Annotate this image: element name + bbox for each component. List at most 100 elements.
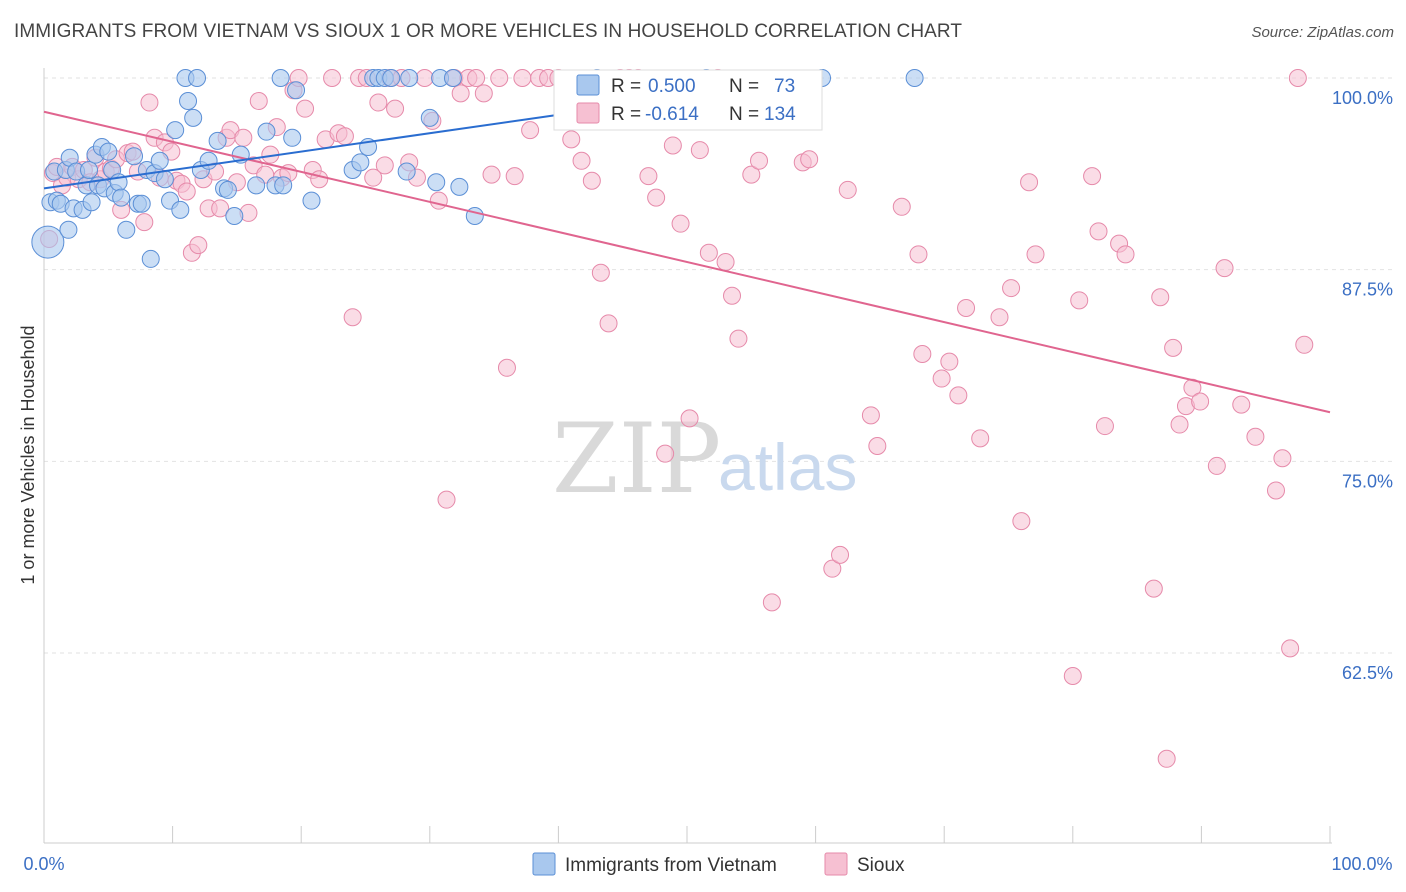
sioux-point xyxy=(437,490,456,509)
sioux-point xyxy=(690,141,709,160)
sioux-point xyxy=(386,99,405,118)
x-tick-label-min: 0.0% xyxy=(23,854,64,874)
sioux-point xyxy=(990,308,1009,327)
sioux-point xyxy=(177,182,196,201)
sioux-point xyxy=(482,165,501,184)
sioux-point xyxy=(1020,173,1039,192)
sioux-point xyxy=(913,345,932,363)
sioux-point xyxy=(211,199,230,218)
sioux-point xyxy=(1164,338,1183,357)
bottom-legend-label-sioux: Sioux xyxy=(857,855,905,876)
sioux-point xyxy=(474,84,493,103)
legend-n-label: N = xyxy=(729,76,759,97)
sioux-point xyxy=(497,358,516,377)
sioux-point xyxy=(1266,481,1285,500)
vietnam-point xyxy=(184,108,203,127)
legend-n-value: 134 xyxy=(764,104,796,125)
vietnam-point xyxy=(150,151,169,170)
sioux-point xyxy=(971,429,990,448)
vietnam-point xyxy=(125,147,144,166)
legend-r-value: -0.614 xyxy=(645,104,699,125)
sioux-point xyxy=(800,150,819,169)
sioux-point xyxy=(1288,69,1307,87)
vietnam-point xyxy=(171,200,190,219)
sioux-point xyxy=(861,406,880,425)
watermark-atlas: atlas xyxy=(718,430,857,504)
legend-n-value: 73 xyxy=(774,76,795,97)
sioux-point xyxy=(671,214,690,233)
sioux-point xyxy=(1063,667,1082,685)
sioux-point xyxy=(451,84,470,103)
vietnam-point xyxy=(218,180,237,199)
sioux-point xyxy=(663,136,682,155)
legend-n-label: N = xyxy=(729,104,759,125)
sioux-point xyxy=(940,352,959,371)
sioux-point xyxy=(949,386,968,405)
sioux-point xyxy=(1144,579,1163,598)
y-tick-labels: 62.5% 75.0% 87.5% 100.0% xyxy=(1332,88,1393,683)
sioux-point xyxy=(932,369,951,388)
sioux-point xyxy=(1232,395,1251,414)
legend-swatch-vietnam xyxy=(576,74,600,96)
sioux-point xyxy=(909,245,928,264)
sioux-point xyxy=(369,93,388,112)
vietnam-point xyxy=(141,249,160,268)
sioux-point xyxy=(1170,415,1189,434)
vietnam-point xyxy=(208,131,227,150)
vietnam-point xyxy=(155,170,174,189)
vietnam-point xyxy=(132,194,151,213)
vietnam-point xyxy=(199,151,218,170)
sioux-point xyxy=(656,444,675,463)
sioux-point xyxy=(1246,427,1265,446)
vietnam-point xyxy=(400,69,419,87)
sioux-point xyxy=(572,151,591,170)
vietnam-point xyxy=(905,69,924,87)
vietnam-point xyxy=(302,191,321,210)
sioux-point xyxy=(1089,222,1108,241)
sioux-point xyxy=(723,286,742,305)
legend: R = 0.500 N = 73 R = -0.614 N = 134 xyxy=(553,69,823,131)
bottom-legend-swatch-vietnam xyxy=(532,852,556,876)
vietnam-point xyxy=(351,153,370,172)
bottom-legend-swatch-sioux xyxy=(824,852,848,876)
legend-swatch-sioux xyxy=(576,102,600,124)
sioux-point xyxy=(296,99,315,118)
sioux-point xyxy=(490,69,509,87)
sioux-point xyxy=(1191,392,1210,411)
sioux-point xyxy=(591,263,610,282)
legend-r-value: 0.500 xyxy=(648,76,696,97)
sioux-point xyxy=(415,69,434,87)
sioux-point xyxy=(823,559,842,578)
vietnam-point xyxy=(274,176,293,195)
vietnam-point xyxy=(450,177,469,196)
bottom-legend-label-vietnam: Immigrants from Vietnam xyxy=(565,855,777,876)
vietnam-point xyxy=(247,176,266,195)
y-tick-label: 100.0% xyxy=(1332,88,1393,108)
sioux-point xyxy=(335,127,354,146)
vietnam-point xyxy=(166,121,185,140)
vietnam-point xyxy=(427,173,446,192)
vietnam-point xyxy=(287,81,306,100)
vietnam-point xyxy=(225,207,244,225)
sioux-point xyxy=(716,253,735,271)
sioux-point xyxy=(1002,279,1021,298)
sioux-point xyxy=(1116,245,1135,264)
vietnam-point xyxy=(443,69,462,87)
sioux-point xyxy=(521,121,540,140)
sioux-point xyxy=(310,170,329,189)
chart-source: Source: ZipAtlas.com xyxy=(1251,24,1394,41)
sioux-point xyxy=(234,128,253,147)
sioux-point xyxy=(505,167,524,186)
vietnam-point xyxy=(188,69,207,87)
sioux-point xyxy=(868,437,887,455)
y-tick-label: 87.5% xyxy=(1342,280,1393,300)
legend-r-label: R = xyxy=(611,76,641,97)
sioux-point xyxy=(957,299,976,317)
vietnam-point xyxy=(117,220,136,239)
vietnam-point xyxy=(420,108,439,127)
sioux-point xyxy=(513,69,532,87)
sioux-point xyxy=(1215,259,1234,278)
sioux-point xyxy=(1012,512,1031,531)
vietnam-point xyxy=(99,142,118,161)
